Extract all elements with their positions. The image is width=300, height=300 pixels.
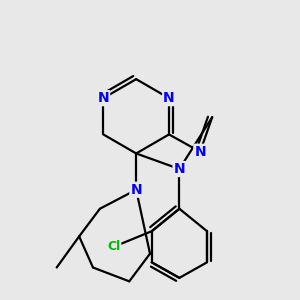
Text: N: N [98, 91, 109, 105]
Text: N: N [174, 162, 185, 176]
Text: N: N [194, 145, 206, 159]
Text: N: N [163, 91, 175, 105]
Text: Cl: Cl [107, 240, 120, 253]
Text: N: N [130, 183, 142, 197]
